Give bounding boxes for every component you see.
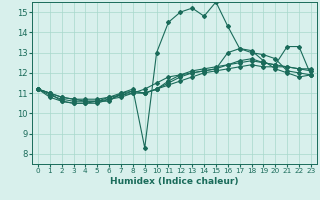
X-axis label: Humidex (Indice chaleur): Humidex (Indice chaleur) [110,177,239,186]
